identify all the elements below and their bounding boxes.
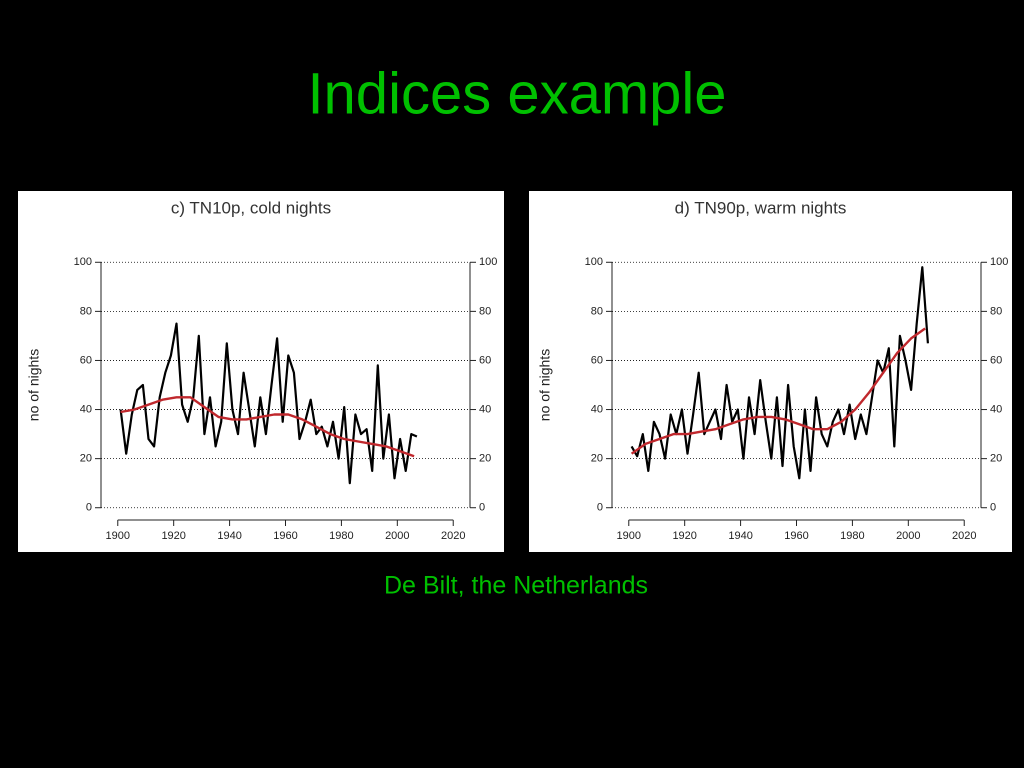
y-tick-label: 20 <box>80 453 92 465</box>
chart-panel <box>18 191 504 552</box>
y2-tick-label: 60 <box>990 354 1002 366</box>
y-tick-label: 20 <box>591 453 603 465</box>
y2-tick-label: 40 <box>479 403 491 415</box>
y2-tick-label: 80 <box>479 305 491 317</box>
y2-tick-label: 60 <box>479 354 491 366</box>
y-tick-label: 80 <box>591 305 603 317</box>
chart: c) TN10p, cold nights no of nights 0 20 40 60… <box>18 191 504 552</box>
y-axis-label: no of nights <box>26 349 42 421</box>
x-tick-label: 1960 <box>273 530 297 542</box>
y-axis-label: no of nights <box>537 349 553 421</box>
x-tick-label: 2020 <box>441 530 465 542</box>
x-tick-label: 2000 <box>896 530 920 542</box>
y-tick-label: 40 <box>80 403 92 415</box>
x-tick-label: 1960 <box>784 530 808 542</box>
y2-tick-label: 0 <box>479 502 485 514</box>
y-tick-label: 40 <box>591 403 603 415</box>
chart-title: d) TN90p, warm nights <box>675 198 847 217</box>
x-tick-label: 2020 <box>952 530 976 542</box>
x-tick-label: 1980 <box>329 530 353 542</box>
x-tick-label: 1900 <box>106 530 130 542</box>
x-tick-label: 1980 <box>840 530 864 542</box>
x-tick-label: 1900 <box>617 530 641 542</box>
series-line <box>630 266 929 480</box>
y-tick-label: 100 <box>585 256 603 268</box>
y2-tick-label: 100 <box>990 256 1008 268</box>
y-tick-label: 100 <box>74 256 92 268</box>
y-tick-label: 80 <box>80 305 92 317</box>
x-tick-label: 2000 <box>385 530 409 542</box>
x-tick-label: 1940 <box>728 530 752 542</box>
y-tick-label: 60 <box>591 354 603 366</box>
x-tick-label: 1940 <box>217 530 241 542</box>
series-line <box>119 322 418 485</box>
chart-title: c) TN10p, cold nights <box>171 198 331 217</box>
x-tick-label: 1920 <box>161 530 185 542</box>
series-line <box>120 396 415 458</box>
y-tick-label: 0 <box>597 502 603 514</box>
chart: d) TN90p, warm nights no of nights 0 20 40 60… <box>529 191 1012 552</box>
y2-tick-label: 80 <box>990 305 1002 317</box>
y-tick-label: 60 <box>80 354 92 366</box>
y2-tick-label: 20 <box>479 453 491 465</box>
x-tick-label: 1920 <box>672 530 696 542</box>
caption: De Bilt, the Netherlands <box>384 572 648 600</box>
y2-tick-label: 20 <box>990 453 1002 465</box>
y-tick-label: 0 <box>86 502 92 514</box>
y2-tick-label: 100 <box>479 256 497 268</box>
y2-tick-label: 0 <box>990 502 996 514</box>
series-line <box>630 327 926 455</box>
slide-title: Indices example <box>307 61 726 126</box>
chart-panel <box>529 191 1012 552</box>
y2-tick-label: 40 <box>990 403 1002 415</box>
